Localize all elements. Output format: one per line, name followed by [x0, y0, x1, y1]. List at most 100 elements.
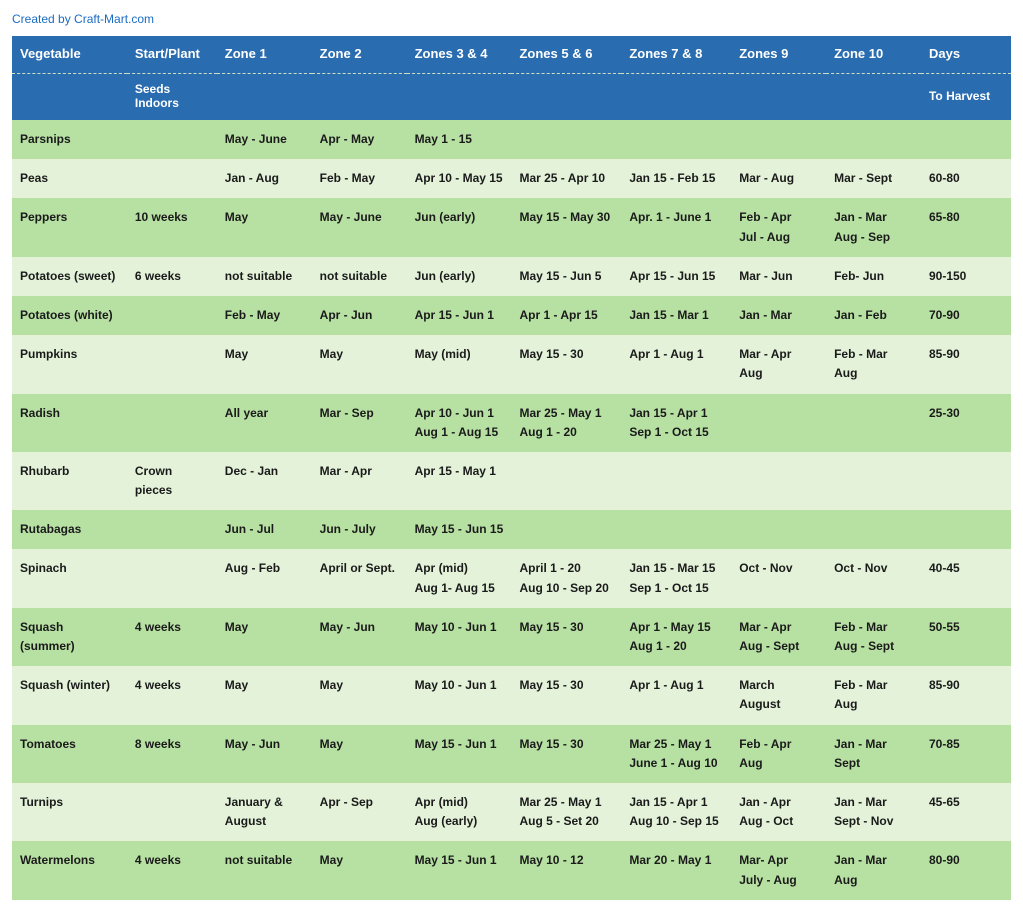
cell-line: Aug 1 - 20 [629, 637, 723, 656]
table-cell: May 15 - Jun 15 [407, 510, 512, 549]
table-cell: Apr - Jun [312, 296, 407, 335]
cell-line: Oct - Nov [834, 559, 913, 578]
table-cell: May [217, 335, 312, 393]
cell-line: Pumpkins [20, 345, 119, 364]
table-cell [826, 394, 921, 452]
table-cell: Rhubarb [12, 452, 127, 510]
cell-line: Mar- Apr [739, 851, 818, 870]
col-sub-3 [312, 74, 407, 121]
table-cell [731, 510, 826, 549]
table-cell: Apr 15 - May 1 [407, 452, 512, 510]
table-cell: 6 weeks [127, 257, 217, 296]
cell-line: January & August [225, 793, 304, 831]
table-row: TurnipsJanuary & AugustApr - SepApr (mid… [12, 783, 1011, 841]
cell-line: May 10 - Jun 1 [415, 676, 504, 695]
cell-line: May [225, 618, 304, 637]
cell-line: Mar - Sept [834, 169, 913, 188]
cell-line: May [225, 676, 304, 695]
cell-line: not suitable [320, 267, 399, 286]
cell-line: May [320, 851, 399, 870]
table-cell: May 10 - Jun 1 [407, 666, 512, 724]
cell-line: Apr - Jun [320, 306, 399, 325]
cell-line: All year [225, 404, 304, 423]
cell-line: Aug [739, 754, 818, 773]
table-cell: not suitable [312, 257, 407, 296]
cell-line: Spinach [20, 559, 119, 578]
col-header-zone2: Zone 2 [312, 36, 407, 74]
table-cell: Mar 25 - May 1June 1 - Aug 10 [621, 725, 731, 783]
cell-line: 70-85 [929, 735, 1003, 754]
col-header-zone1: Zone 1 [217, 36, 312, 74]
table-cell: Mar 25 - Apr 10 [511, 159, 621, 198]
table-cell [921, 510, 1011, 549]
cell-line: 45-65 [929, 793, 1003, 812]
cell-line: Mar 25 - May 1 [519, 793, 613, 812]
table-cell: Turnips [12, 783, 127, 841]
table-cell: Apr 1 - May 15Aug 1 - 20 [621, 608, 731, 666]
table-cell: Mar 25 - May 1Aug 5 - Set 20 [511, 783, 621, 841]
table-cell: Jan - MarAug - Sep [826, 198, 921, 256]
table-cell [127, 159, 217, 198]
header-row-2: Seeds Indoors To Harvest [12, 74, 1011, 121]
col-sub-6 [621, 74, 731, 121]
col-sub-to-harvest: To Harvest [921, 74, 1011, 121]
table-cell [921, 120, 1011, 159]
cell-line: Jan - Mar [834, 735, 913, 754]
cell-line: Mar - Sep [320, 404, 399, 423]
cell-line: Aug [739, 364, 818, 383]
planting-table: Vegetable Start/Plant Zone 1 Zone 2 Zone… [12, 36, 1011, 900]
table-cell: May - June [312, 198, 407, 256]
table-cell: Potatoes (white) [12, 296, 127, 335]
table-cell: 4 weeks [127, 666, 217, 724]
table-row: SpinachAug - FebApril or Sept.Apr (mid)A… [12, 549, 1011, 607]
table-cell: Mar - AprAug - Sept [731, 608, 826, 666]
cell-line: Aug - Feb [225, 559, 304, 578]
cell-line: August [739, 695, 818, 714]
table-cell: Jun (early) [407, 198, 512, 256]
table-cell: Jan - AprAug - Oct [731, 783, 826, 841]
cell-line: Mar 25 - May 1 [519, 404, 613, 423]
table-cell: Mar- AprJuly - Aug [731, 841, 826, 899]
cell-line: Aug 1 - 20 [519, 423, 613, 442]
table-cell: Mar - Jun [731, 257, 826, 296]
cell-line: Apr 15 - May 1 [415, 462, 504, 481]
cell-line: 4 weeks [135, 851, 209, 870]
cell-line: Squash (winter) [20, 676, 119, 695]
cell-line: 85-90 [929, 345, 1003, 364]
table-cell [511, 510, 621, 549]
cell-line: Squash (summer) [20, 618, 119, 656]
cell-line: Aug 1- Aug 15 [415, 579, 504, 598]
cell-line: Jan - Mar [834, 208, 913, 227]
table-cell: Feb- Jun [826, 257, 921, 296]
table-cell [621, 510, 731, 549]
cell-line: Rhubarb [20, 462, 119, 481]
cell-line: Mar - Jun [739, 267, 818, 286]
cell-line: May 1 - 15 [415, 130, 504, 149]
cell-line: Tomatoes [20, 735, 119, 754]
table-cell: May 15 - 30 [511, 335, 621, 393]
cell-line: Apr (mid) [415, 793, 504, 812]
cell-line: Jul - Aug [739, 228, 818, 247]
table-cell: 85-90 [921, 335, 1011, 393]
table-cell: May 15 - 30 [511, 666, 621, 724]
table-cell: May 15 - 30 [511, 608, 621, 666]
cell-line: July - Aug [739, 871, 818, 890]
table-cell: January & August [217, 783, 312, 841]
table-row: ParsnipsMay - JuneApr - MayMay 1 - 15 [12, 120, 1011, 159]
table-cell: May - Jun [217, 725, 312, 783]
col-header-start: Start/Plant [127, 36, 217, 74]
table-cell [127, 335, 217, 393]
cell-line: Apr - May [320, 130, 399, 149]
table-cell [921, 452, 1011, 510]
table-cell [127, 510, 217, 549]
cell-line: March [739, 676, 818, 695]
table-cell [731, 394, 826, 452]
table-cell: MarchAugust [731, 666, 826, 724]
cell-line: Crown pieces [135, 462, 209, 500]
table-cell: Feb - MarAug [826, 666, 921, 724]
table-cell: Apr. 1 - June 1 [621, 198, 731, 256]
table-cell: Apr 10 - Jun 1Aug 1 - Aug 15 [407, 394, 512, 452]
table-cell [127, 549, 217, 607]
table-cell: May 15 - May 30 [511, 198, 621, 256]
col-sub-2 [217, 74, 312, 121]
